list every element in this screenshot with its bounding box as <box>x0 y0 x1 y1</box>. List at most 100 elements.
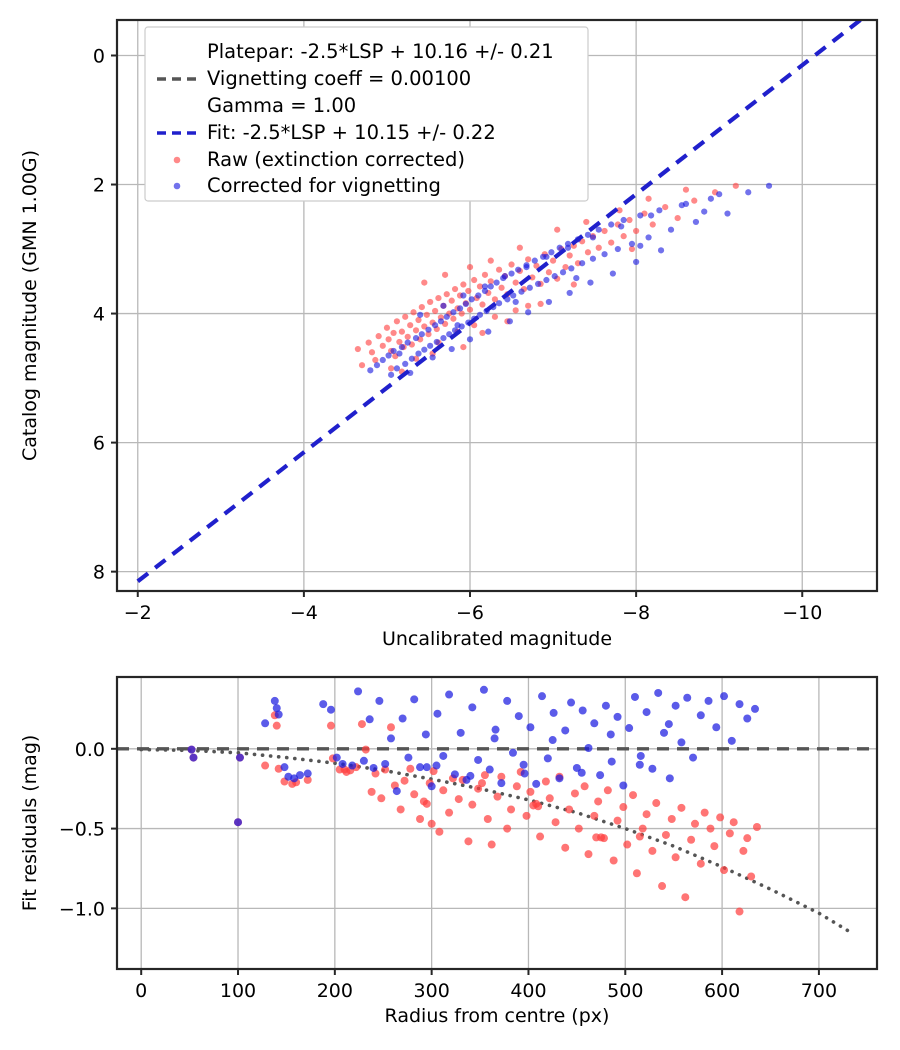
data-point <box>497 779 506 788</box>
data-point <box>480 771 489 780</box>
data-point <box>664 720 673 729</box>
data-point <box>417 311 424 318</box>
y-tick-label: 0.0 <box>75 739 105 761</box>
legend-label: Gamma = 1.00 <box>207 94 356 117</box>
data-point <box>526 787 535 796</box>
data-point <box>629 791 638 800</box>
data-point <box>595 226 602 233</box>
data-point <box>357 720 366 729</box>
data-point <box>390 347 397 355</box>
data-point <box>416 763 425 772</box>
data-point <box>607 757 616 766</box>
data-point <box>383 324 391 331</box>
data-point <box>466 336 474 343</box>
data-point <box>597 833 606 842</box>
data-point <box>522 811 531 820</box>
data-point <box>479 329 486 337</box>
data-point <box>445 690 454 699</box>
data-point <box>421 346 428 353</box>
data-point <box>508 748 517 757</box>
legend-label: Fit: -2.5*LSP + 10.15 +/- 0.22 <box>207 121 496 144</box>
data-point <box>716 191 723 198</box>
data-point <box>427 342 434 349</box>
legend: Platepar: -2.5*LSP + 10.16 +/- 0.21 Vigne… <box>144 26 589 202</box>
data-point <box>491 313 499 320</box>
data-point <box>533 262 540 269</box>
data-point <box>661 830 670 839</box>
data-point <box>519 760 528 769</box>
x-tick-label: 300 <box>414 980 450 1002</box>
data-point <box>498 284 505 291</box>
data-point <box>570 242 577 249</box>
data-point <box>398 344 405 351</box>
data-point <box>720 866 729 875</box>
data-point <box>415 350 422 357</box>
data-point <box>479 301 486 308</box>
data-point <box>603 786 612 795</box>
data-point <box>574 824 583 833</box>
data-point <box>645 195 652 202</box>
data-point <box>551 818 560 827</box>
data-point <box>543 253 550 260</box>
data-point <box>412 327 420 334</box>
data-point <box>365 339 372 346</box>
data-point <box>359 756 368 765</box>
data-point <box>565 805 574 814</box>
data-point <box>303 769 312 778</box>
data-point <box>701 208 708 215</box>
data-point <box>450 770 459 779</box>
data-point <box>358 362 366 369</box>
data-point <box>435 294 442 302</box>
data-point <box>450 315 457 322</box>
data-point <box>474 755 483 764</box>
data-point <box>710 842 719 851</box>
data-point <box>642 810 651 819</box>
data-point <box>385 336 392 343</box>
data-point <box>475 292 482 299</box>
data-point <box>433 709 442 718</box>
data-point <box>682 200 690 207</box>
data-point <box>396 805 405 814</box>
data-point <box>379 356 386 364</box>
data-point <box>398 714 407 723</box>
data-point <box>508 261 515 268</box>
plot-background <box>117 677 877 969</box>
data-point <box>485 765 494 774</box>
data-point <box>739 846 748 855</box>
data-point <box>396 338 403 346</box>
data-point <box>555 774 564 783</box>
data-point <box>435 827 444 836</box>
x-tick-label: 0 <box>135 980 147 1002</box>
data-point <box>525 302 532 309</box>
data-point <box>485 328 492 335</box>
data-point <box>712 723 721 732</box>
data-point <box>507 805 516 814</box>
data-point <box>439 751 448 760</box>
data-point <box>551 273 558 280</box>
data-point <box>332 753 341 762</box>
data-point <box>665 774 674 783</box>
legend-marker-dot-blue <box>173 182 181 190</box>
data-point <box>407 322 414 329</box>
data-point <box>637 212 644 219</box>
data-point <box>573 274 580 282</box>
data-point <box>584 249 592 256</box>
data-point <box>662 204 669 211</box>
data-point <box>618 223 625 230</box>
data-point <box>481 287 489 295</box>
data-point <box>689 753 698 762</box>
axes-spine <box>115 675 879 971</box>
data-point <box>532 779 541 788</box>
data-point <box>386 723 395 732</box>
data-point <box>375 333 382 340</box>
y-axis-label: Catalog magnitude (GMN 1.00G) <box>19 150 41 461</box>
data-point <box>497 772 506 781</box>
data-point <box>531 257 538 264</box>
data-point <box>534 802 543 811</box>
data-point <box>501 273 508 280</box>
data-point <box>388 371 395 378</box>
data-point <box>408 355 415 362</box>
data-point <box>620 216 627 224</box>
data-point <box>398 328 405 335</box>
data-point <box>747 872 756 881</box>
